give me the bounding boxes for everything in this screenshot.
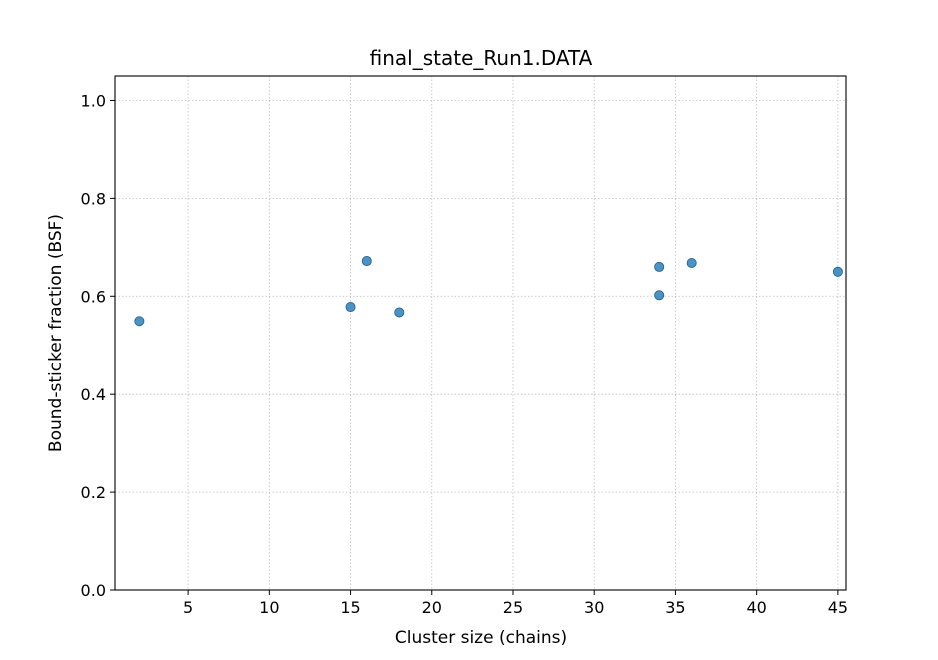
y-tick-label: 0.4 — [81, 385, 106, 404]
y-tick-label: 0.0 — [81, 581, 106, 600]
y-axis-label: Bound-sticker fraction (BSF) — [46, 214, 66, 452]
data-point — [345, 302, 356, 313]
x-tick-label: 15 — [340, 598, 360, 617]
x-tick-label: 40 — [746, 598, 766, 617]
data-point — [832, 266, 843, 277]
data-point — [361, 256, 372, 267]
plot-area-frame — [114, 75, 847, 591]
x-tick-label: 30 — [584, 598, 604, 617]
y-tick-label: 0.8 — [81, 189, 106, 208]
data-point — [134, 316, 145, 327]
y-tick-label: 1.0 — [81, 91, 106, 110]
y-axis-ticks: 0.0 0.2 0.4 0.6 0.8 1.0 — [81, 91, 115, 600]
x-tick-label: 5 — [183, 598, 193, 617]
x-tick-label: 25 — [503, 598, 523, 617]
data-point — [654, 261, 665, 272]
data-point — [686, 257, 697, 268]
y-tick-label: 0.6 — [81, 287, 106, 306]
x-tick-label: 35 — [665, 598, 685, 617]
x-tick-label: 20 — [422, 598, 442, 617]
chart-title: final_state_Run1.DATA — [370, 46, 593, 70]
data-point — [654, 290, 665, 301]
data-points — [134, 256, 843, 327]
x-tick-label: 10 — [259, 598, 279, 617]
x-axis-label: Cluster size (chains) — [395, 628, 567, 648]
x-tick-label: 45 — [828, 598, 848, 617]
data-point — [394, 307, 405, 318]
x-axis-ticks: 5 10 15 20 25 30 35 40 45 — [183, 590, 848, 617]
y-tick-label: 0.2 — [81, 483, 106, 502]
